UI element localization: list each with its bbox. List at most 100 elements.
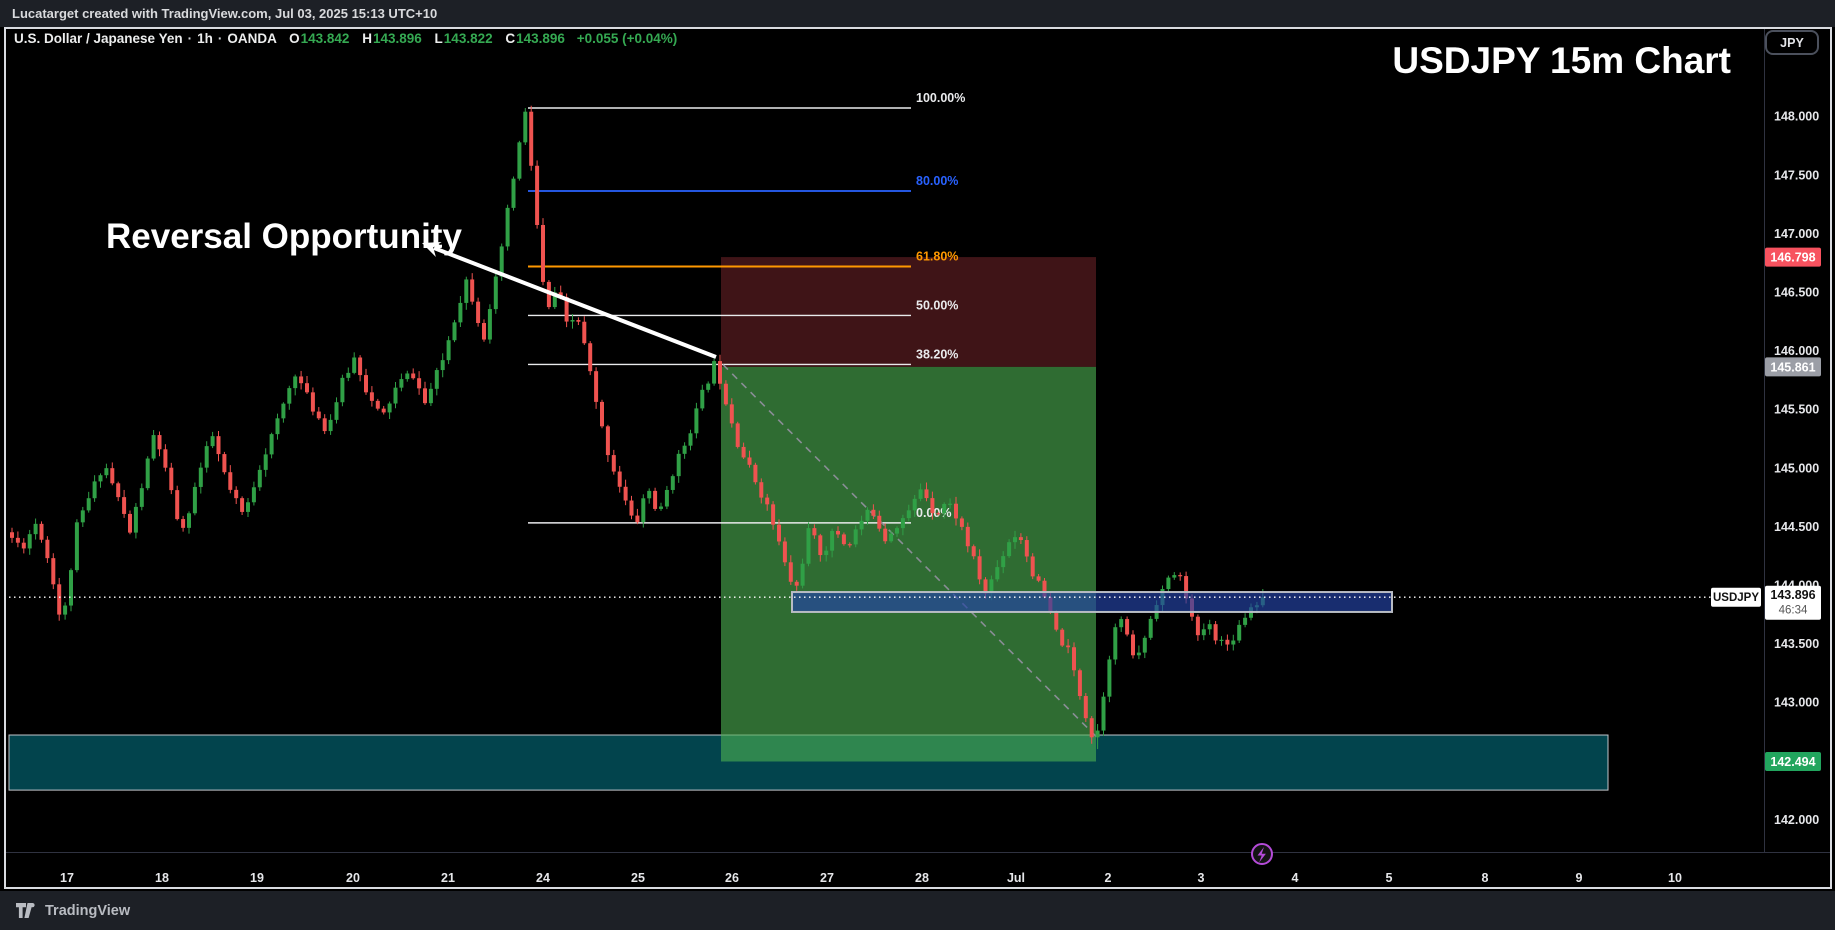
candlestick — [942, 504, 947, 514]
candlestick — [865, 509, 870, 521]
candlestick — [576, 320, 581, 322]
candlestick — [80, 510, 85, 523]
candlestick — [1195, 616, 1200, 636]
candlestick — [629, 500, 634, 516]
candlestick — [1142, 637, 1147, 653]
candlestick — [694, 408, 699, 434]
candlestick — [1166, 577, 1171, 590]
candlestick — [27, 534, 32, 549]
candlestick — [10, 532, 14, 538]
price-badge-text: 145.861 — [1770, 360, 1815, 374]
candlestick — [246, 502, 250, 512]
entry-zone-box[interactable] — [791, 591, 1393, 613]
candlestick — [499, 246, 504, 277]
currency-button[interactable]: JPY — [1765, 30, 1819, 55]
trendline-dashed[interactable] — [722, 364, 1098, 738]
risk-zone-box[interactable] — [721, 257, 1096, 367]
candlestick — [192, 486, 197, 514]
candlestick — [417, 378, 422, 389]
candlestick — [1213, 624, 1218, 641]
candlestick — [440, 360, 445, 371]
bar-countdown-text: 46:34 — [1779, 605, 1808, 617]
profit-zone-box[interactable] — [721, 366, 1096, 762]
time-axis[interactable] — [4, 853, 1832, 890]
candlestick — [824, 550, 829, 556]
annotation-arrow-line[interactable] — [433, 246, 717, 359]
candlestick — [1030, 556, 1035, 577]
candlestick — [51, 558, 56, 585]
candlestick — [688, 433, 693, 446]
candlestick — [228, 472, 233, 490]
tradingview-logo-text[interactable]: TradingView — [45, 902, 131, 919]
time-tick-27: 27 — [820, 871, 834, 885]
candlestick — [33, 523, 38, 535]
candlestick — [405, 373, 410, 380]
candlestick — [552, 292, 557, 308]
candlestick — [1119, 619, 1124, 628]
candlestick — [635, 515, 640, 523]
candlestick — [841, 534, 846, 545]
candlestick — [759, 482, 764, 498]
candlestick — [948, 503, 953, 505]
annotation-text[interactable]: Reversal Opportunity — [106, 217, 462, 256]
candlestick — [169, 467, 174, 491]
candlestick — [682, 445, 687, 454]
candlestick — [1231, 640, 1236, 645]
candlestick — [39, 523, 44, 540]
candlestick — [216, 436, 221, 455]
candlestick — [299, 376, 304, 384]
price-tick-145.500: 145.500 — [1774, 403, 1819, 417]
time-tick-Jul: Jul — [1007, 871, 1025, 885]
symbol-name[interactable]: U.S. Dollar / Japanese Yen — [14, 31, 183, 46]
open-label: O — [289, 31, 300, 46]
candlestick — [369, 392, 374, 401]
time-tick-24: 24 — [536, 871, 550, 885]
fib-label-100.00%: 100.00% — [916, 91, 965, 105]
candlestick — [871, 509, 876, 516]
candlestick — [458, 302, 463, 323]
candlestick — [411, 373, 416, 379]
candlestick — [476, 301, 481, 324]
price-tick-142.000: 142.000 — [1774, 813, 1819, 827]
candlestick — [157, 435, 162, 450]
candlestick — [588, 343, 593, 372]
exchange-label[interactable]: OANDA — [227, 31, 277, 46]
candlestick — [1207, 624, 1212, 630]
candlestick — [1136, 652, 1141, 656]
candlestick — [558, 292, 563, 298]
candlestick — [747, 457, 752, 465]
candlestick — [995, 567, 1000, 580]
price-axis[interactable] — [1764, 29, 1832, 853]
candlestick — [505, 207, 510, 247]
candlestick — [1018, 537, 1023, 541]
candlestick — [564, 297, 569, 322]
candlestick — [617, 471, 622, 487]
candlestick — [198, 467, 203, 487]
candlestick — [364, 375, 368, 393]
candlestick — [387, 403, 392, 413]
candlestick — [511, 178, 516, 208]
candlestick — [670, 476, 675, 490]
candlestick — [45, 539, 50, 559]
price-tick-147.000: 147.000 — [1774, 227, 1819, 241]
candlestick — [163, 449, 168, 468]
interval-label[interactable]: 1h — [197, 31, 213, 46]
candlestick — [877, 515, 882, 529]
candlestick — [788, 562, 793, 582]
candlestick — [322, 418, 327, 432]
candlestick — [346, 372, 351, 378]
candlestick — [63, 605, 68, 615]
candlestick — [1201, 629, 1206, 636]
candlestick — [122, 497, 127, 514]
candlestick — [358, 357, 363, 376]
candlestick — [428, 388, 433, 404]
candlestick — [600, 401, 604, 427]
candlestick — [647, 490, 652, 499]
annotation-arrowhead — [422, 242, 442, 257]
time-tick-26: 26 — [725, 871, 739, 885]
candlestick — [1113, 627, 1118, 660]
candlestick — [676, 453, 681, 477]
candlestick — [582, 321, 587, 344]
